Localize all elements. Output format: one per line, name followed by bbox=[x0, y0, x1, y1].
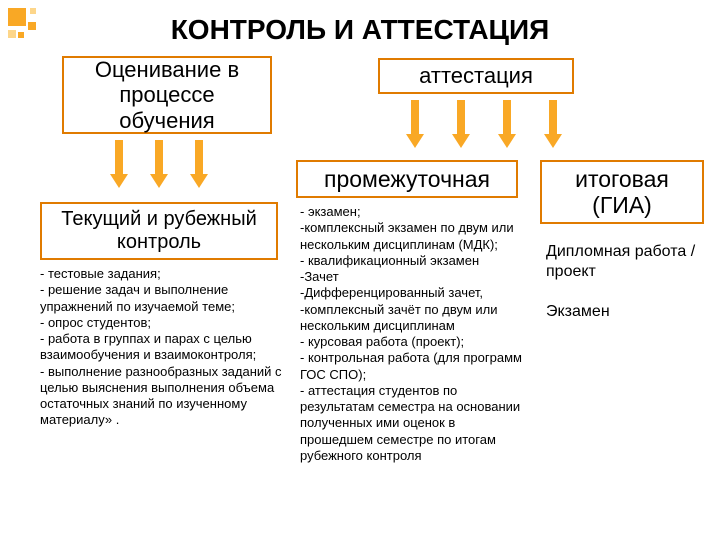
arrow-head-icon bbox=[544, 134, 562, 148]
box-attestation-label: аттестация bbox=[419, 63, 533, 88]
box-intermediate: промежуточная bbox=[296, 160, 518, 198]
box-final-label: итоговая (ГИА) bbox=[550, 166, 694, 219]
column-middle-text: - экзамен; -комплексный экзамен по двум … bbox=[300, 204, 530, 464]
box-evaluation-label: Оценивание в процессе обучения bbox=[72, 57, 262, 133]
arrow-head-icon bbox=[190, 174, 208, 188]
box-attestation: аттестация bbox=[378, 58, 574, 94]
box-final: итоговая (ГИА) bbox=[540, 160, 704, 224]
arrow-stem bbox=[457, 100, 465, 134]
box-intermediate-label: промежуточная bbox=[324, 166, 490, 192]
column-left-text: - тестовые задания; - решение задач и вы… bbox=[40, 266, 292, 429]
box-current-label: Текущий и рубежный контроль bbox=[50, 208, 268, 254]
arrow-stem bbox=[195, 140, 203, 174]
arrow-stem bbox=[503, 100, 511, 134]
arrow-head-icon bbox=[110, 174, 128, 188]
column-right-text: Дипломная работа / проект Экзамен bbox=[546, 242, 706, 322]
box-current: Текущий и рубежный контроль bbox=[40, 202, 278, 260]
arrow-stem bbox=[549, 100, 557, 134]
page-title: КОНТРОЛЬ И АТТЕСТАЦИЯ bbox=[0, 14, 720, 46]
arrow-head-icon bbox=[150, 174, 168, 188]
arrow-head-icon bbox=[406, 134, 424, 148]
arrow-stem bbox=[155, 140, 163, 174]
arrow-head-icon bbox=[452, 134, 470, 148]
arrow-head-icon bbox=[498, 134, 516, 148]
arrow-stem bbox=[115, 140, 123, 174]
box-evaluation: Оценивание в процессе обучения bbox=[62, 56, 272, 134]
arrow-stem bbox=[411, 100, 419, 134]
